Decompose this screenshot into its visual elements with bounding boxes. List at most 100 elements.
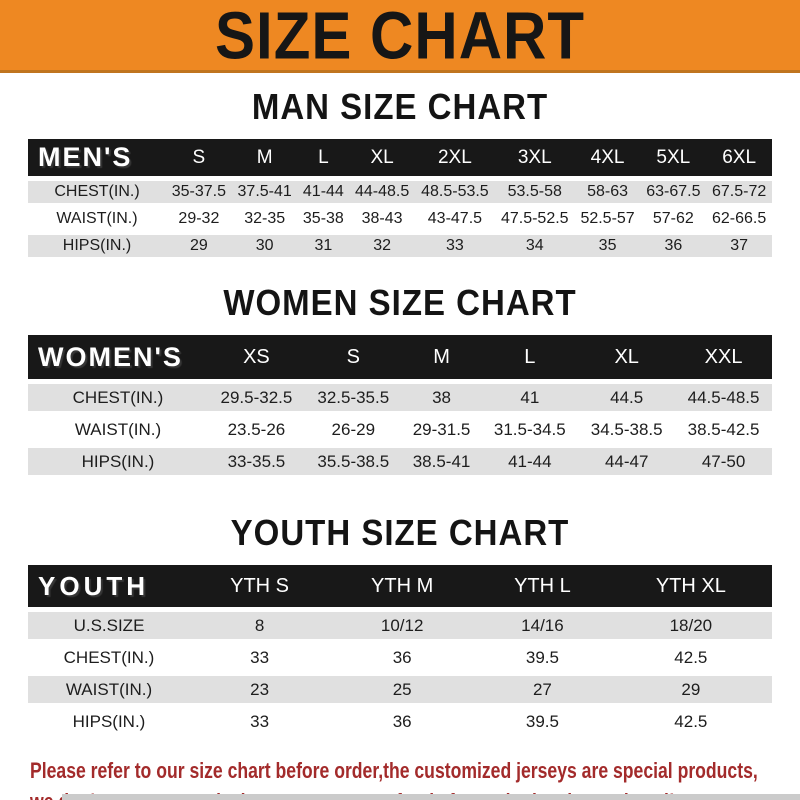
table-header-row: WOMEN'S XS S M L XL XXL bbox=[28, 335, 772, 379]
size-value: 39.5 bbox=[475, 708, 610, 735]
size-value: 29-31.5 bbox=[401, 416, 482, 443]
page-title: SIZE CHART bbox=[215, 0, 585, 73]
size-value: 38.5-41 bbox=[401, 448, 482, 475]
size-column-header: YTH M bbox=[329, 565, 476, 607]
size-column-header: 4XL bbox=[574, 139, 641, 176]
table-row: WAIST(IN.) 29-32 32-35 35-38 38-43 43-47.5 47.… bbox=[28, 208, 772, 230]
size-value: 41-44 bbox=[481, 448, 579, 475]
size-value: 23.5-26 bbox=[208, 416, 305, 443]
size-value: 29 bbox=[609, 676, 772, 703]
women-section-heading: WOMEN SIZE CHART bbox=[223, 282, 577, 323]
size-value: 38-43 bbox=[349, 208, 415, 230]
size-value: 33-35.5 bbox=[208, 448, 305, 475]
size-value: 37.5-41 bbox=[231, 181, 298, 203]
size-value: 38.5-42.5 bbox=[675, 416, 772, 443]
measure-label: CHEST(IN.) bbox=[28, 384, 208, 411]
size-column-header: YTH S bbox=[190, 565, 330, 607]
size-value: 62-66.5 bbox=[706, 208, 772, 230]
measure-label: HIPS(IN.) bbox=[28, 448, 208, 475]
measure-label: U.S.SIZE bbox=[28, 612, 190, 639]
size-value: 53.5-58 bbox=[494, 181, 575, 203]
size-value: 10/12 bbox=[329, 612, 476, 639]
size-value: 58-63 bbox=[574, 181, 641, 203]
size-value: 32-35 bbox=[231, 208, 298, 230]
table-row: WAIST(IN.) 23 25 27 29 bbox=[28, 676, 772, 703]
size-value: 48.5-53.5 bbox=[414, 181, 495, 203]
size-value: 39.5 bbox=[475, 644, 610, 671]
size-value: 18/20 bbox=[609, 612, 772, 639]
youth-size-table: YOUTH YTH S YTH M YTH L YTH XL U.S.SIZE 8 10/12… bbox=[28, 560, 772, 740]
size-value: 29-32 bbox=[166, 208, 232, 230]
table-row: HIPS(IN.) 33-35.5 35.5-38.5 38.5-41 41-44 44-… bbox=[28, 448, 772, 475]
size-value: 31.5-34.5 bbox=[481, 416, 579, 443]
size-column-header: XS bbox=[208, 335, 305, 379]
size-value: 42.5 bbox=[609, 644, 772, 671]
size-value: 8 bbox=[190, 612, 330, 639]
size-value: 25 bbox=[329, 676, 476, 703]
size-value: 30 bbox=[231, 235, 298, 257]
size-value: 35-38 bbox=[297, 208, 350, 230]
table-row: CHEST(IN.) 35-37.5 37.5-41 41-44 44-48.5 48.5… bbox=[28, 181, 772, 203]
table-title: YOUTH bbox=[28, 565, 190, 607]
table-row: CHEST(IN.) 29.5-32.5 32.5-35.5 38 41 44.5 44.5… bbox=[28, 384, 772, 411]
men-size-table: MEN'S S M L XL 2XL 3XL 4XL 5XL 6XL CHEST(IN.) 35-37… bbox=[28, 134, 772, 262]
size-value: 37 bbox=[706, 235, 772, 257]
size-column-header: S bbox=[166, 139, 232, 176]
table-header-row: YOUTH YTH S YTH M YTH L YTH XL bbox=[28, 565, 772, 607]
size-column-header: XXL bbox=[675, 335, 772, 379]
bottom-divider bbox=[62, 794, 800, 800]
measure-label: CHEST(IN.) bbox=[28, 181, 166, 203]
table-header-row: MEN'S S M L XL 2XL 3XL 4XL 5XL 6XL bbox=[28, 139, 772, 176]
table-title: MEN'S bbox=[28, 139, 166, 176]
size-column-header: M bbox=[231, 139, 298, 176]
size-value: 29 bbox=[166, 235, 232, 257]
size-value: 52.5-57 bbox=[574, 208, 641, 230]
size-value: 38 bbox=[401, 384, 482, 411]
size-value: 26-29 bbox=[304, 416, 402, 443]
size-column-header: L bbox=[481, 335, 579, 379]
size-value: 41-44 bbox=[297, 181, 350, 203]
size-value: 36 bbox=[640, 235, 707, 257]
size-value: 31 bbox=[297, 235, 350, 257]
size-value: 44.5-48.5 bbox=[675, 384, 772, 411]
size-value: 67.5-72 bbox=[706, 181, 772, 203]
size-value: 47-50 bbox=[675, 448, 772, 475]
size-value: 33 bbox=[190, 644, 330, 671]
size-column-header: S bbox=[304, 335, 402, 379]
size-value: 36 bbox=[329, 644, 476, 671]
size-value: 36 bbox=[329, 708, 476, 735]
measure-label: WAIST(IN.) bbox=[28, 676, 190, 703]
size-value: 32.5-35.5 bbox=[304, 384, 402, 411]
size-value: 35 bbox=[574, 235, 641, 257]
size-value: 43-47.5 bbox=[414, 208, 495, 230]
size-value: 42.5 bbox=[609, 708, 772, 735]
size-column-header: YTH XL bbox=[609, 565, 772, 607]
size-column-header: XL bbox=[578, 335, 676, 379]
measure-label: HIPS(IN.) bbox=[28, 235, 166, 257]
table-title: WOMEN'S bbox=[28, 335, 208, 379]
size-value: 35.5-38.5 bbox=[304, 448, 402, 475]
size-column-header: YTH L bbox=[475, 565, 610, 607]
size-column-header: 2XL bbox=[414, 139, 495, 176]
size-value: 57-62 bbox=[640, 208, 707, 230]
table-row: U.S.SIZE 8 10/12 14/16 18/20 bbox=[28, 612, 772, 639]
youth-section-heading: YOUTH SIZE CHART bbox=[230, 512, 570, 553]
size-value: 63-67.5 bbox=[640, 181, 707, 203]
size-value: 44-48.5 bbox=[349, 181, 415, 203]
size-column-header: M bbox=[401, 335, 482, 379]
table-row: HIPS(IN.) 33 36 39.5 42.5 bbox=[28, 708, 772, 735]
table-row: WAIST(IN.) 23.5-26 26-29 29-31.5 31.5-34.5 34… bbox=[28, 416, 772, 443]
table-row: CHEST(IN.) 33 36 39.5 42.5 bbox=[28, 644, 772, 671]
size-value: 44-47 bbox=[578, 448, 676, 475]
measure-label: WAIST(IN.) bbox=[28, 416, 208, 443]
size-value: 33 bbox=[190, 708, 330, 735]
size-value: 34.5-38.5 bbox=[578, 416, 676, 443]
size-value: 29.5-32.5 bbox=[208, 384, 305, 411]
measure-label: HIPS(IN.) bbox=[28, 708, 190, 735]
size-column-header: 5XL bbox=[640, 139, 707, 176]
size-value: 23 bbox=[190, 676, 330, 703]
banner: SIZE CHART bbox=[0, 0, 800, 73]
man-section-heading: MAN SIZE CHART bbox=[251, 86, 549, 127]
size-column-header: XL bbox=[349, 139, 415, 176]
